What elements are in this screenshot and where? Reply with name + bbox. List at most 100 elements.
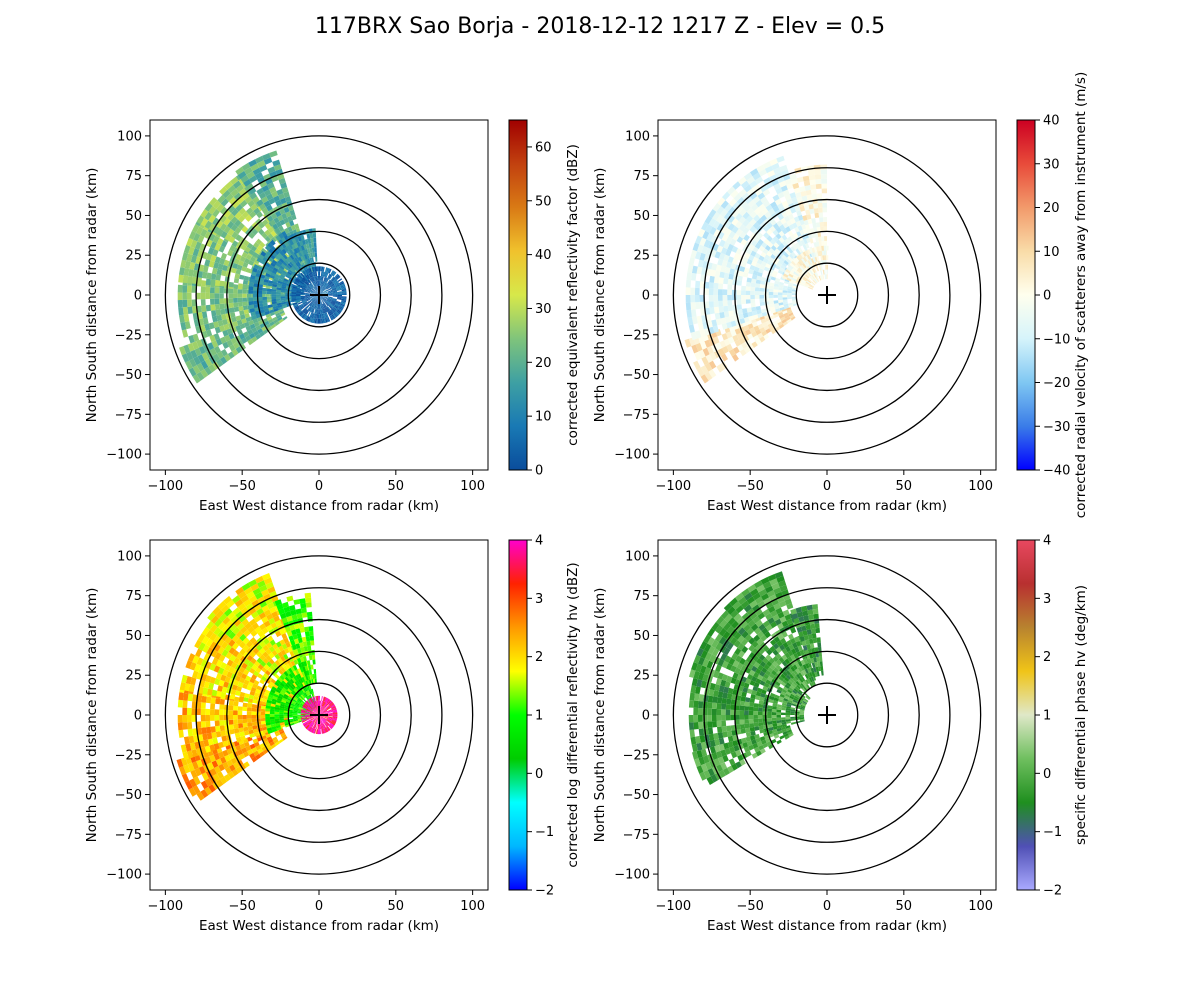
echo-gate (745, 286, 751, 291)
range-ring (256, 650, 382, 780)
echo-gate (728, 349, 736, 357)
echo-gate (235, 638, 243, 646)
echo-gate (325, 698, 329, 703)
echo-gate (315, 299, 318, 305)
echo-gate (749, 726, 755, 732)
echo-gate (319, 695, 320, 701)
echo-gate (328, 715, 333, 717)
echo-gate (313, 276, 316, 282)
echo-gate (310, 292, 315, 294)
echo-gate (224, 636, 232, 645)
echo-gate (197, 633, 206, 643)
echo-gate (242, 289, 247, 294)
echo-gate (235, 346, 243, 354)
echo-gate (300, 297, 306, 299)
echo-gate (738, 216, 746, 224)
echo-gate (278, 177, 286, 185)
echo-gate (727, 735, 734, 743)
echo-gate (728, 758, 736, 766)
echo-gate (823, 226, 827, 232)
echo-gate (311, 688, 314, 694)
echo-gate (200, 702, 206, 709)
echo-gate (306, 288, 311, 292)
echo-gate (260, 660, 267, 667)
echo-gate (295, 669, 300, 675)
echo-gate (698, 728, 705, 736)
echo-gate (242, 637, 250, 645)
echo-gate (687, 317, 694, 326)
echo-gate (767, 241, 774, 248)
echo-gate (693, 722, 699, 730)
echo-gate (179, 766, 187, 776)
echo-gate (185, 360, 193, 370)
echo-gate (712, 220, 721, 229)
echo-gate (806, 214, 812, 220)
echo-gate (314, 706, 317, 711)
echo-gate (819, 250, 823, 256)
echo-gate (204, 211, 213, 221)
echo-gate (250, 583, 260, 592)
echo-gate (826, 264, 828, 270)
echo-gate (224, 766, 232, 774)
y-tick-label: 75 (125, 169, 142, 184)
echo-gate (324, 283, 328, 288)
echo-gate (727, 687, 734, 695)
echo-gate (237, 681, 244, 688)
echo-gate (213, 321, 220, 328)
echo-gate (737, 344, 744, 352)
echo-gate (280, 288, 286, 291)
echo-gate (259, 164, 268, 172)
echo-gate (704, 339, 711, 348)
echo-gate (313, 298, 317, 303)
echo-gate (768, 208, 776, 216)
echo-gate (193, 776, 201, 786)
echo-gate (685, 295, 691, 303)
echo-gate (321, 276, 324, 282)
echo-gate (291, 297, 297, 300)
echo-gate (271, 701, 277, 705)
echo-gate (315, 696, 317, 701)
echo-gate (275, 312, 281, 317)
echo-gate (774, 256, 780, 263)
echo-gate (742, 312, 749, 319)
echo-gate (698, 721, 704, 729)
echo-gate (715, 664, 722, 673)
echo-gate (190, 677, 197, 686)
echo-gate (789, 192, 797, 199)
echo-gate (264, 229, 271, 236)
echo-gate (315, 286, 318, 291)
echo-gate (301, 279, 306, 283)
echo-gate (739, 231, 747, 239)
echo-gate (288, 686, 294, 692)
echo-gate (790, 716, 795, 719)
echo-gate (778, 180, 787, 188)
echo-gate (234, 732, 241, 739)
echo-gate (704, 301, 710, 309)
echo-gate (192, 670, 199, 679)
echo-gate (759, 291, 765, 295)
echo-gate (281, 680, 287, 686)
echo-gate (311, 308, 314, 313)
echo-gate (759, 327, 766, 333)
echo-gate (713, 306, 720, 314)
echo-gate (291, 273, 296, 279)
echo-gate (287, 688, 292, 693)
echo-gate (337, 308, 343, 312)
echo-gate (302, 666, 306, 672)
y-tick-label: −100 (614, 448, 650, 463)
echo-gate (289, 249, 294, 255)
echo-gate (216, 203, 225, 212)
echo-gate (195, 648, 203, 658)
echo-gate (249, 618, 257, 626)
echo-gate (275, 702, 281, 706)
echo-gate (257, 596, 266, 604)
echo-gate (765, 181, 774, 189)
echo-gate (717, 197, 726, 206)
echo-gate (316, 705, 318, 711)
echo-gate (788, 282, 794, 286)
echo-gate (685, 287, 691, 295)
echo-gate (313, 707, 317, 712)
echo-gate (271, 259, 278, 265)
echo-gate (314, 299, 317, 304)
echo-gate (262, 287, 268, 292)
